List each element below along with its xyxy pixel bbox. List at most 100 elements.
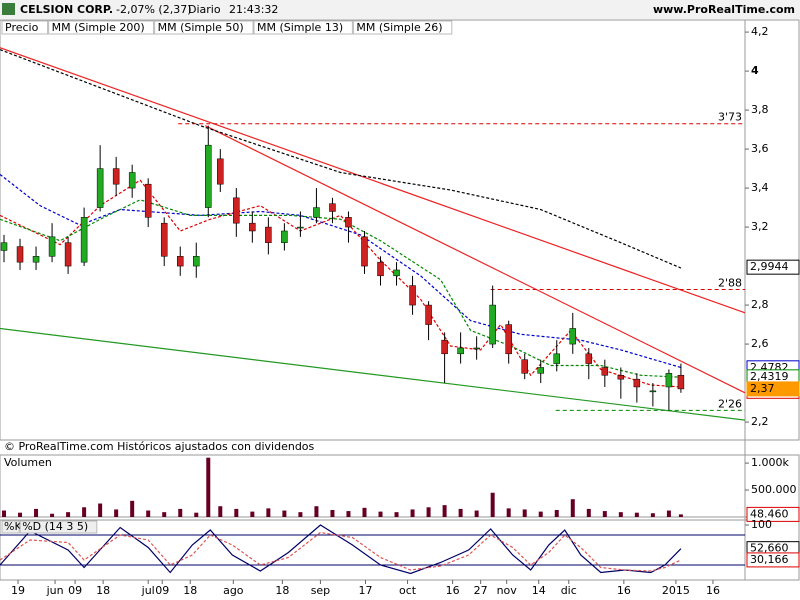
panel-frame [0, 19, 800, 441]
candle-body [345, 217, 352, 228]
volume-bar [426, 507, 431, 517]
last-value-box [746, 259, 800, 275]
legend-entry: %K [4, 520, 22, 533]
line [0, 49, 682, 269]
change: -2,07% (2,37) [116, 3, 192, 16]
y-tick-label: 500.000 [751, 483, 797, 496]
volume-bar [394, 512, 399, 517]
x-tick-label: 09 [68, 584, 82, 597]
legend-entry: MM (Simple 13) [257, 21, 343, 34]
volume-bar [178, 508, 183, 517]
panel-frame [0, 454, 800, 518]
x-tick-label: 18 [96, 584, 110, 597]
y-tick-label: 4 [751, 64, 759, 77]
volume-bar [442, 505, 447, 517]
x-tick-label: 14 [532, 584, 546, 597]
legend-box [352, 20, 453, 35]
last-value-box [746, 552, 800, 568]
level-label: 2'26 [718, 397, 742, 410]
x-tick-label: 18 [275, 584, 289, 597]
legend-box [1, 20, 49, 35]
volume-bar [50, 513, 55, 517]
period: Diario [188, 3, 221, 16]
candle-body [144, 183, 152, 218]
last-value-label: 2,9944 [750, 260, 789, 273]
candle-body [537, 367, 544, 374]
candle-body [521, 359, 528, 374]
volume-bar [194, 512, 199, 517]
legend-entry: %D (14 3 5) [22, 520, 88, 533]
volume-bar [678, 514, 683, 517]
candle-body [649, 390, 657, 393]
candle-body [160, 222, 168, 257]
candle-body [205, 144, 212, 208]
candle-body [265, 226, 272, 243]
volume-bar [586, 508, 591, 517]
site: www.ProRealTime.com [653, 3, 795, 16]
candle-body [677, 375, 685, 390]
candle-body [441, 339, 448, 355]
candle-body [617, 375, 625, 380]
last-value-box [746, 381, 800, 397]
legend-box [48, 20, 155, 35]
volume-bar [474, 510, 479, 517]
candle-body [48, 236, 56, 257]
candle-body [425, 304, 432, 325]
candle-body [553, 353, 560, 364]
volume-bar [114, 509, 119, 517]
volume-bar [330, 509, 335, 517]
candle-body [128, 172, 136, 189]
volume-bar [490, 492, 495, 517]
volume-bar [162, 512, 167, 517]
last-value-label: 48.460 [750, 507, 789, 520]
legend-entry: MM (Simple 26) [356, 21, 442, 34]
candle-body [329, 203, 336, 212]
y-tick-label: 1.000k [751, 456, 789, 469]
candle-body [393, 269, 400, 277]
candle-body [489, 304, 496, 345]
volume-bar [234, 508, 239, 517]
y-tick-label: 2,6 [751, 337, 769, 350]
y-tick-label: 3,2 [751, 220, 769, 233]
candle-body [16, 246, 24, 263]
candle-body [601, 367, 609, 376]
x-tick-label: oct [399, 584, 417, 597]
title: CELSION CORP. [20, 3, 113, 16]
legend-entry: Precio [5, 21, 39, 34]
panel-title: Volumen [4, 456, 52, 469]
volume-bar [130, 500, 135, 517]
y-tick-label: 3,4 [751, 181, 769, 194]
candle-body [217, 158, 224, 185]
x-tick-label: dic [561, 584, 577, 597]
x-tick-label: ago [223, 584, 244, 597]
line [0, 524, 682, 575]
candle-body [249, 222, 256, 232]
candle-body [80, 217, 88, 263]
candle-body [313, 207, 320, 218]
candle-body [64, 242, 72, 267]
volume-bar [206, 457, 211, 517]
volume-bar [98, 503, 103, 517]
volume-bar [218, 506, 223, 517]
candle-body [281, 230, 288, 243]
line [0, 531, 682, 572]
volume-bar [410, 509, 415, 517]
last-value-label: 2,4319 [750, 370, 789, 383]
volume-bar [250, 511, 255, 517]
legend-box [253, 20, 353, 35]
x-tick-label: 27 [474, 584, 488, 597]
level-label: 3'73 [718, 111, 742, 124]
candle-body [32, 256, 40, 263]
footer: © ProRealTime.com Históricos ajustados c… [4, 440, 315, 453]
candle-body [0, 242, 8, 251]
candle-body [585, 353, 593, 364]
x-tick-label: 16 [706, 584, 720, 597]
x-tick-label: 16 [617, 584, 631, 597]
volume-bar [346, 511, 351, 517]
volume-bar [618, 512, 623, 517]
volume-bar [18, 512, 23, 517]
x-tick-label: 2015 [662, 584, 690, 597]
volume-bar [506, 508, 511, 517]
